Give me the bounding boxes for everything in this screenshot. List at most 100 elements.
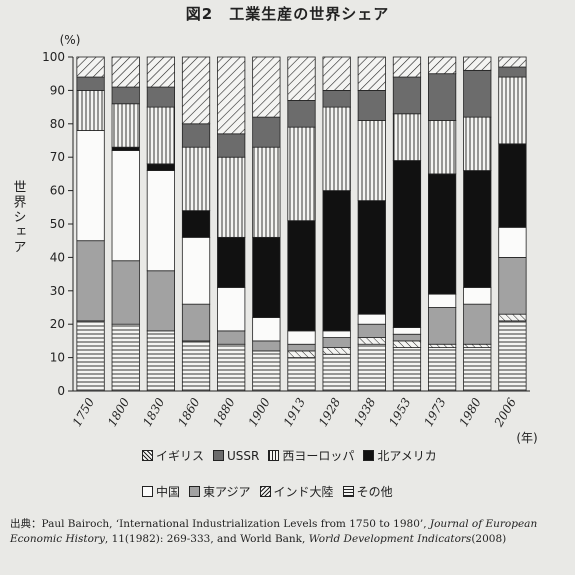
bar-1938-東アジア bbox=[357, 323, 386, 338]
legend-item-東アジア: 東アジア bbox=[189, 483, 251, 500]
bar-1938-中国 bbox=[357, 313, 386, 325]
bar-1980-東アジア bbox=[463, 303, 492, 345]
legend-item-西ヨーロッパ: 西ヨーロッパ bbox=[268, 447, 354, 464]
bar-1860-東アジア bbox=[181, 303, 211, 342]
legend-label-北アメリカ: 北アメリカ bbox=[377, 449, 437, 463]
bar-1973-インド大陸 bbox=[428, 343, 457, 348]
bar-1800-イギリス bbox=[111, 56, 140, 88]
bar-2006-インド大陸 bbox=[498, 313, 527, 322]
legend-item-その他: その他 bbox=[342, 483, 393, 500]
bar-1900-北アメリカ bbox=[252, 236, 281, 318]
legend-item-USSR: USSR bbox=[213, 449, 259, 463]
x-tick-label-1800: 1800 bbox=[105, 395, 133, 429]
bar-1880-USSR bbox=[217, 133, 246, 158]
y-tick-label-70: 70 bbox=[50, 150, 65, 164]
y-tick-label-100: 100 bbox=[42, 50, 65, 64]
bar-1980-中国 bbox=[463, 287, 492, 305]
legend-label-東アジア: 東アジア bbox=[203, 485, 251, 499]
legend-label-中国: 中国 bbox=[156, 485, 181, 499]
source-prefix: 出典： bbox=[10, 518, 42, 530]
bar-1830-USSR bbox=[146, 86, 175, 108]
bar-1980-その他 bbox=[463, 347, 492, 392]
bar-1928-その他 bbox=[322, 353, 351, 392]
legend-label-インド大陸: インド大陸 bbox=[273, 485, 334, 499]
bar-1938-西ヨーロッパ bbox=[357, 120, 386, 202]
y-tick-label-20: 20 bbox=[50, 317, 65, 331]
legend-swatch-イギリス bbox=[142, 450, 153, 461]
x-tick-label-1830: 1830 bbox=[140, 395, 168, 429]
y-tick-label-80: 80 bbox=[50, 117, 65, 131]
bar-1830-北アメリカ bbox=[146, 163, 175, 171]
bar-1800-USSR bbox=[111, 86, 140, 105]
y-tick-label-40: 40 bbox=[50, 250, 65, 264]
legend-label-USSR: USSR bbox=[227, 448, 260, 463]
bar-2006-西ヨーロッパ bbox=[498, 76, 527, 145]
bar-1900-イギリス bbox=[252, 56, 281, 118]
bar-1900-中国 bbox=[252, 317, 281, 342]
legend-item-北アメリカ: 北アメリカ bbox=[363, 447, 437, 464]
source-note: 出典：Paul Bairoch, ‘International Industri… bbox=[10, 517, 570, 547]
bar-1938-イギリス bbox=[357, 56, 386, 91]
bar-1860-USSR bbox=[181, 123, 211, 148]
bar-1973-東アジア bbox=[428, 307, 457, 345]
bar-2006-その他 bbox=[498, 320, 527, 392]
source-text-1: Paul Bairoch, ‘International Industriali… bbox=[41, 518, 430, 530]
bar-1973-中国 bbox=[428, 293, 457, 308]
source-text-2: , 11(1982): 269-333, and World Bank, bbox=[104, 533, 309, 546]
bar-2006-イギリス bbox=[498, 56, 527, 68]
y-tick-label-60: 60 bbox=[50, 184, 65, 198]
bar-1980-イギリス bbox=[463, 56, 492, 71]
legend-swatch-中国 bbox=[142, 486, 153, 497]
bar-1953-中国 bbox=[392, 327, 422, 335]
bar-1900-USSR bbox=[252, 116, 281, 148]
legend-swatch-西ヨーロッパ bbox=[268, 450, 280, 461]
bar-1900-その他 bbox=[252, 350, 281, 392]
bar-1913-インド大陸 bbox=[287, 350, 316, 359]
source-text-3: (2008) bbox=[471, 533, 507, 546]
bar-1980-西ヨーロッパ bbox=[463, 116, 492, 171]
legend-label-イギリス: イギリス bbox=[156, 449, 205, 463]
bar-1750-西ヨーロッパ bbox=[76, 90, 105, 131]
bar-1953-北アメリカ bbox=[392, 160, 422, 328]
bar-1913-北アメリカ bbox=[287, 220, 316, 332]
bar-1913-東アジア bbox=[287, 343, 316, 352]
bar-1953-西ヨーロッパ bbox=[392, 113, 422, 161]
bar-1750-USSR bbox=[76, 76, 105, 91]
bar-1928-中国 bbox=[322, 330, 351, 338]
bar-1973-西ヨーロッパ bbox=[428, 120, 457, 175]
y-unit-label: (%) bbox=[60, 33, 81, 47]
x-tick-label-1900: 1900 bbox=[246, 395, 274, 429]
x-tick-label-1973: 1973 bbox=[421, 395, 449, 429]
x-unit-label: (年) bbox=[516, 431, 537, 445]
bar-1830-西ヨーロッパ bbox=[146, 106, 175, 165]
bar-1973-北アメリカ bbox=[428, 173, 457, 295]
bar-1938-USSR bbox=[357, 90, 386, 121]
bar-1913-西ヨーロッパ bbox=[287, 126, 316, 222]
bar-1830-イギリス bbox=[146, 56, 175, 88]
bar-2006-USSR bbox=[498, 66, 527, 78]
bar-1750-その他 bbox=[76, 320, 105, 392]
x-axis-labels: 1750 1800 1830 1860 1880 1900 1913 1928 1938 1953… bbox=[70, 395, 538, 445]
y-tick-label-90: 90 bbox=[50, 83, 65, 97]
bar-1980-インド大陸 bbox=[463, 343, 492, 348]
bar-1880-イギリス bbox=[217, 56, 246, 135]
bar-2006-中国 bbox=[498, 226, 527, 258]
legend-label-西ヨーロッパ: 西ヨーロッパ bbox=[282, 449, 355, 463]
bar-1938-インド大陸 bbox=[357, 337, 386, 345]
bar-1800-北アメリカ bbox=[111, 146, 140, 151]
bar-1938-北アメリカ bbox=[357, 200, 386, 315]
bar-1800-中国 bbox=[111, 150, 140, 262]
bar-1900-東アジア bbox=[252, 340, 281, 352]
legend-swatch-その他 bbox=[342, 486, 354, 497]
x-tick-label-1860: 1860 bbox=[175, 395, 203, 429]
bar-1913-その他 bbox=[287, 357, 316, 392]
bar-1860-その他 bbox=[181, 340, 211, 392]
bar-1880-東アジア bbox=[217, 330, 246, 345]
x-tick-label-1913: 1913 bbox=[281, 395, 309, 429]
legend-swatch-北アメリカ bbox=[363, 450, 375, 461]
y-tick-label-50: 50 bbox=[50, 217, 65, 231]
bar-1953-東アジア bbox=[392, 333, 422, 342]
bar-2006-東アジア bbox=[498, 256, 527, 315]
bar-1800-西ヨーロッパ bbox=[111, 103, 140, 148]
